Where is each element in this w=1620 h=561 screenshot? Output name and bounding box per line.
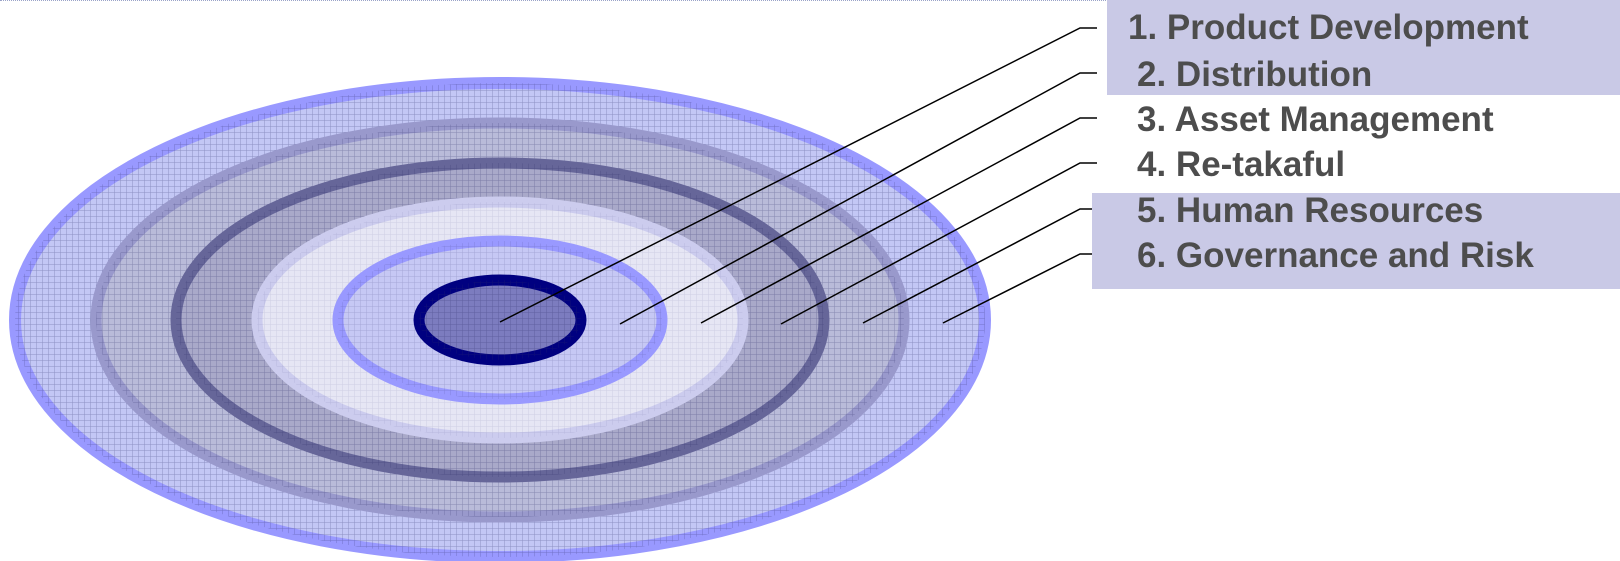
- label-product-development: 1. Product Development: [1128, 8, 1529, 47]
- label-governance-and-risk: 6. Governance and Risk: [1137, 236, 1534, 275]
- top-dotted-rule: [0, 0, 1620, 1]
- label-highlight-box-bottom: [1092, 193, 1620, 289]
- leader-line-5: [862, 208, 1097, 324]
- leader-line-1: [499, 27, 1097, 323]
- label-re-takaful: 4. Re-takaful: [1137, 145, 1346, 184]
- leader-line-6: [942, 253, 1097, 324]
- leader-line-4: [780, 162, 1097, 325]
- ring-product-development: [413, 274, 587, 366]
- label-asset-management: 3. Asset Management: [1137, 100, 1494, 139]
- label-distribution: 2. Distribution: [1137, 55, 1373, 94]
- label-highlight-box-top: [1107, 0, 1620, 95]
- leader-line-2: [619, 72, 1097, 325]
- label-human-resources: 5. Human Resources: [1137, 191, 1484, 230]
- leader-line-3: [700, 117, 1097, 324]
